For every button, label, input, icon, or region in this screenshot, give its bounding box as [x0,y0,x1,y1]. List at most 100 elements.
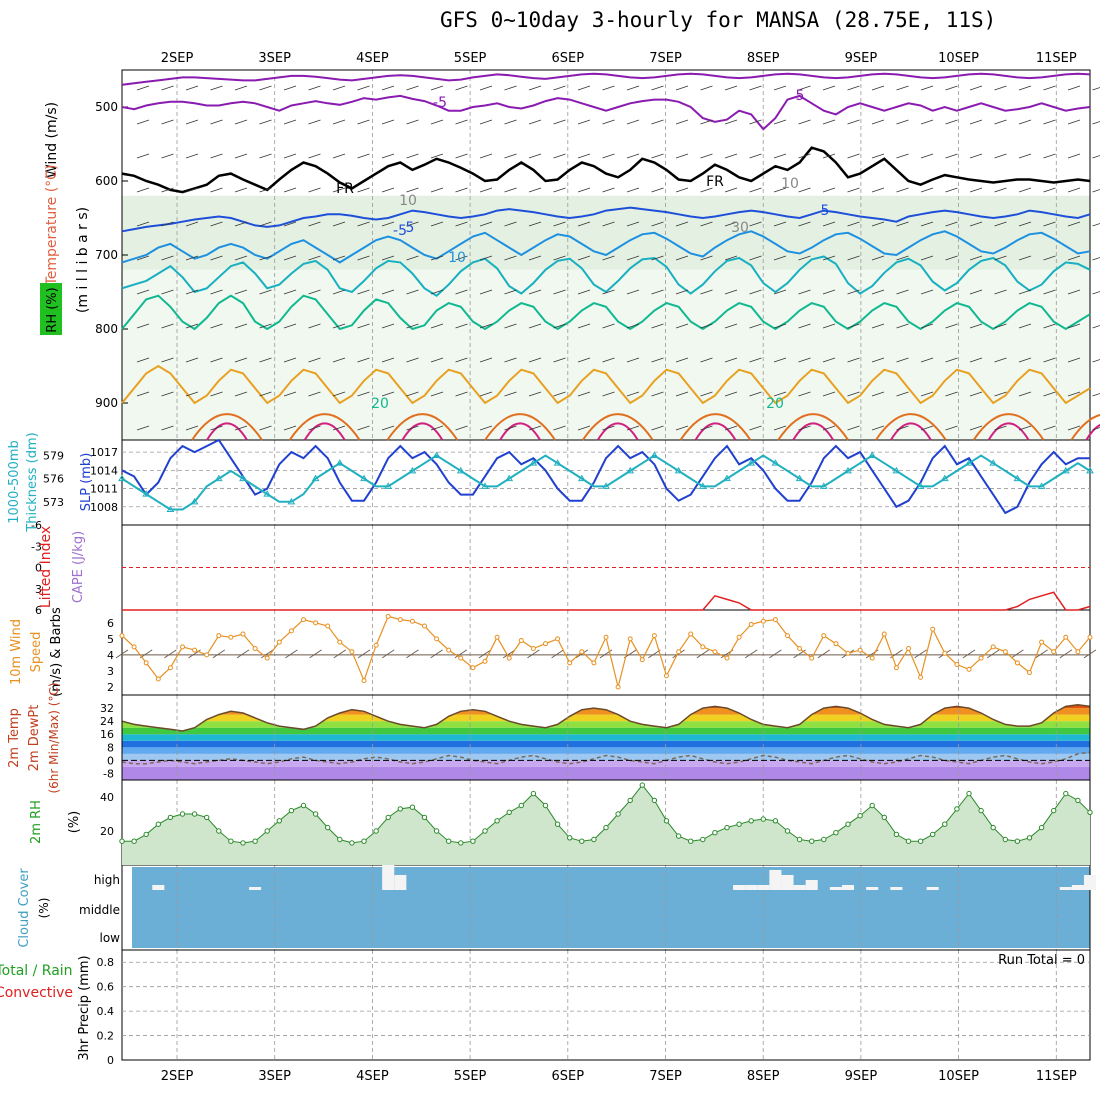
wind-barb [1067,187,1081,193]
wind-marker [264,655,270,661]
rh-marker [1002,836,1008,843]
wind-barb [430,85,444,91]
wind-barb [969,85,983,91]
contour-label: 5 [406,220,415,236]
wind-barb [553,323,566,329]
wind-barb [1067,119,1081,125]
wind-marker [833,641,839,647]
cloud-high-bar [382,865,395,890]
wind-barb [626,119,640,125]
wind-barb [332,425,346,431]
wind-barb [822,391,836,397]
thickness-marker [529,459,538,466]
wind-barb [283,255,297,261]
wind-barb [430,153,444,159]
wind-barb [994,357,1007,363]
wind-barb [259,289,272,295]
wind-barb [920,153,934,159]
wind-barb [724,323,738,329]
wind-barb [651,391,664,397]
wind-barb [675,357,689,363]
wind-barb [798,289,811,295]
wind-barb [136,289,150,295]
wind-barb [969,221,983,227]
wind-barb [724,289,738,295]
wind-barb [455,289,468,295]
wind-barb [577,391,591,397]
wind-barb [210,119,223,125]
rh-shading-band-low [122,269,1090,440]
wind-barb [896,323,909,329]
wind-barb [357,85,370,91]
wind-barb [651,255,664,261]
ylabel-rh: RH (%) [45,287,60,332]
wind-barb [945,187,958,193]
rh-legend-swatch [40,283,62,335]
wind-barb [896,221,909,227]
x-tick-label-bottom: 2SEP [161,1069,194,1084]
thickness-marker [844,466,852,474]
wind-barb [357,289,370,295]
dewpoint-line [121,751,1091,765]
wind-barb [161,391,174,397]
wind-barb [528,357,542,363]
rh-marker [736,821,742,827]
rh-marker [167,814,174,821]
series-line [122,591,1091,611]
wind-barb [406,85,419,91]
wind-marker [579,649,585,655]
rh-marker [603,824,609,831]
rh-marker [288,807,295,814]
wind-marker [155,676,161,682]
wind-barb [234,425,248,431]
wind-barb [847,187,860,193]
y-tick-label-rh: 40 [100,791,114,804]
temp-band [122,740,1090,748]
rh-marker [579,838,585,844]
y-tick-label-temp: 16 [100,728,114,741]
wind-barb [822,85,836,91]
wind-barb [234,153,248,159]
cloud-high-bar [769,870,782,890]
wind-barb [455,221,468,227]
wind-barb-10m [1059,649,1073,659]
wind-barb [185,187,199,193]
wind-barb [332,255,346,261]
wind-barb [332,85,346,91]
wind-marker [143,660,149,666]
wind-barb [920,289,934,295]
contour-line-35 [792,422,835,441]
wind-barb [430,323,444,329]
x-tick-label-top: 10SEP [938,51,979,66]
y-tick-label-cloud: middle [79,903,120,917]
wind-barb [994,187,1007,193]
rh-marker [216,828,222,834]
wind-barb [357,221,370,227]
contour-label: -5 [393,223,407,239]
wind-barb [822,153,836,159]
cloud-high-bar [805,880,818,890]
x-tick-label-top: 3SEP [258,51,291,66]
wind-barb [871,391,885,397]
x-tick-label-bottom: 4SEP [356,1069,389,1084]
rh-marker [881,814,887,821]
wind-barb [626,153,640,159]
wind-barb [1067,425,1081,431]
rh-marker [300,802,307,809]
y-tick-label-precip: 0.4 [97,1005,115,1018]
wind-barb [504,357,517,363]
wind-barb [455,357,468,363]
rh-marker [542,802,549,809]
rh-marker [905,838,912,844]
wind-marker [1027,670,1032,676]
rh-marker [1087,809,1093,815]
wind-barb-10m [212,649,226,659]
wind-barb-10m [357,649,371,659]
wind-barb [626,391,640,397]
wind-marker [821,633,827,639]
wind-barb [332,187,346,193]
rh-marker [845,821,851,827]
cloud-high-bar [793,885,806,890]
wind-barb [798,255,811,261]
y-tick-label-li: -3 [31,540,42,553]
